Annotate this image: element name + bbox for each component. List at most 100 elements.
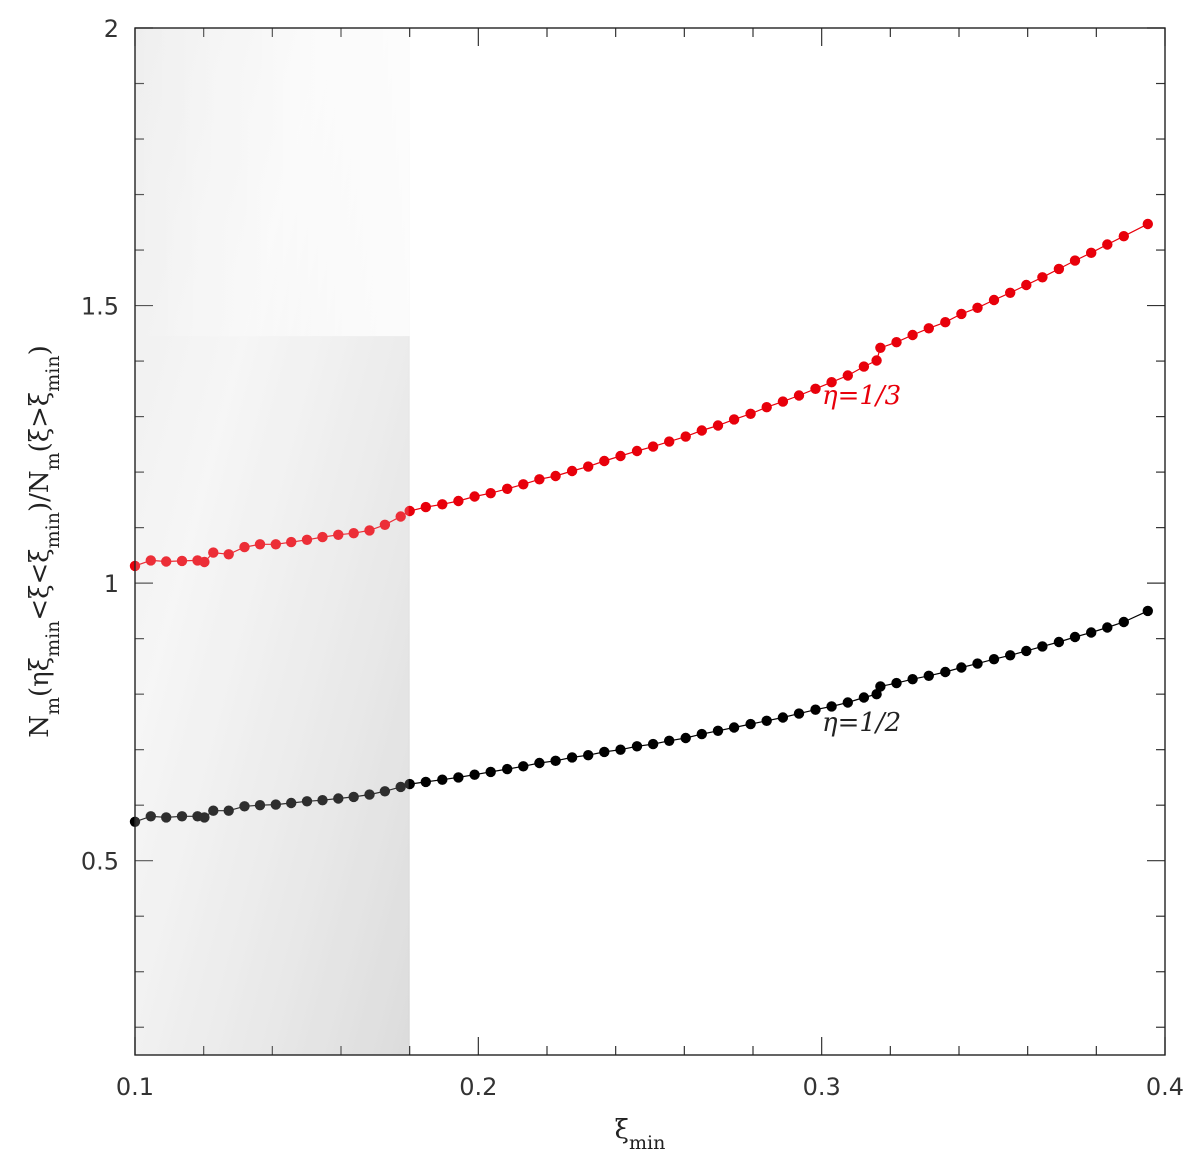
data-point [1118,231,1130,242]
data-point [940,666,951,678]
data-point [518,479,529,490]
data-point [891,337,902,348]
data-point [1142,605,1154,617]
y-tick-label: 0.5 [81,848,119,876]
data-point [777,396,789,407]
data-point [615,450,626,462]
data-point [437,499,448,510]
data-point [940,317,951,328]
data-point [745,718,756,730]
tick-labels: 0.1 0.2 0.3 0.4 0.5 1 1.5 2 [81,15,1184,1101]
data-point [286,797,297,809]
series-eta-1-2 [129,605,1154,827]
data-point [1005,650,1016,661]
data-point [761,715,772,726]
x-tick-label: 0.3 [803,1073,841,1101]
data-point [348,791,359,803]
data-point [761,402,772,413]
data-point [176,811,188,822]
data-point [793,708,805,719]
data-point [550,755,561,766]
data-point [599,455,610,467]
data-point [664,436,675,447]
shaded-region-overlay [135,28,409,1055]
data-point [1102,622,1113,633]
data-point [1069,255,1081,266]
y-tick-label: 1 [104,570,119,598]
data-point [1142,218,1154,230]
data-point [469,769,480,780]
data-point [988,654,1000,665]
data-point [364,789,375,800]
data-point [208,805,219,816]
data-point [239,801,250,812]
data-point [1069,631,1081,643]
data-point [777,712,789,723]
data-point [826,701,837,712]
data-point [286,536,297,548]
data-point [566,752,578,763]
x-tick-label: 0.2 [459,1073,497,1101]
data-point [871,689,882,700]
data-point [956,308,967,320]
data-point [469,491,480,502]
data-point [317,795,328,806]
y-tick-label: 2 [104,15,119,43]
data-point [333,793,344,804]
data-point [1037,641,1048,652]
data-point [599,746,610,758]
data-point [437,774,448,785]
y-tick-label: 1.5 [81,293,119,321]
data-point [842,370,853,381]
data-point [907,329,918,341]
x-tick-label: 0.4 [1146,1073,1184,1101]
data-point [615,744,626,755]
data-point [680,732,691,744]
data-point [333,529,344,540]
series-eta-1-3 [129,218,1154,572]
svg-text:Nm(ηξmin<ξ<ξmin)/Nm(ξ>ξmin): Nm(ηξmin<ξ<ξmin)/Nm(ξ>ξmin) [25,345,64,738]
data-point [858,692,870,703]
data-point [972,302,983,313]
svg-text:ξmin: ξmin [615,1115,666,1154]
data-point [664,735,675,746]
data-point [502,763,513,775]
data-point [502,483,513,494]
data-point [1118,616,1130,628]
data-point [583,750,594,761]
data-point [199,812,210,823]
data-point [631,445,643,457]
data-point [680,431,691,442]
data-point [1021,645,1032,657]
data-point [453,772,464,783]
data-point [301,534,313,545]
data-point [891,677,902,689]
data-point [972,658,983,669]
data-point [404,505,415,517]
data-point [485,488,496,499]
data-point [176,555,188,567]
data-point [223,805,234,816]
data-point [518,761,529,772]
data-point [485,766,496,778]
data-point [254,800,266,811]
data-point [550,470,561,482]
data-point [696,425,707,436]
data-point [270,539,281,550]
shaded-region-highlight [135,28,410,337]
data-point [907,674,918,685]
data-point [810,704,821,715]
data-point [1021,279,1032,291]
data-point [988,294,1000,306]
data-point [420,501,431,513]
data-point [583,461,594,472]
x-tick-label: 0.1 [116,1073,154,1101]
data-point [745,408,756,419]
data-point [871,355,882,366]
data-point [728,722,740,733]
data-point [161,812,172,823]
data-point [208,547,219,558]
data-point [842,697,853,708]
data-point [1005,287,1016,298]
